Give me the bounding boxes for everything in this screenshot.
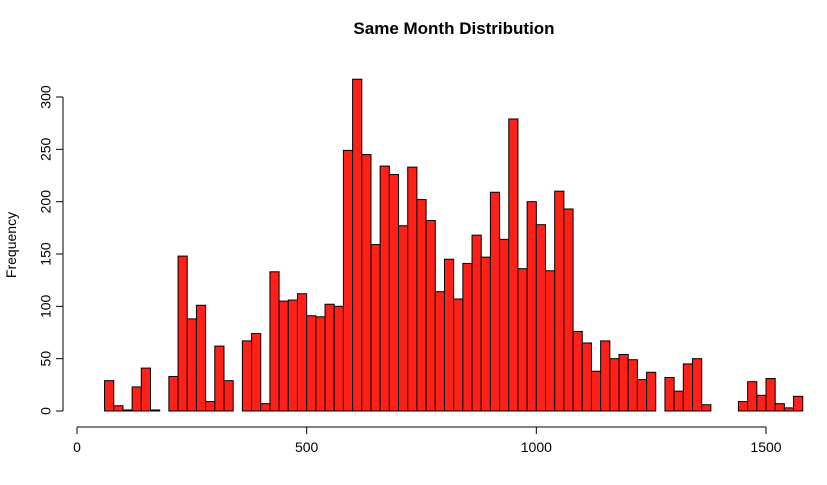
histogram-bar [149,409,161,412]
histogram-bar [398,225,409,412]
histogram-bar [342,149,354,412]
histogram-bar [471,234,482,412]
histogram-bar [526,201,537,412]
histogram-bar [186,318,197,412]
x-tick-label: 500 [295,439,319,455]
histogram-bar [443,258,455,412]
histogram-bar [241,340,253,412]
y-axis-label: Frequency [3,212,19,278]
y-tick-label: 100 [38,294,54,318]
histogram-bar [260,403,271,412]
histogram-bar [572,330,583,412]
histogram-bar [554,190,565,412]
histogram-bar [600,340,611,412]
histogram-bar [306,315,317,412]
histogram-bar [783,407,795,412]
histogram-bar [664,377,675,412]
histogram-bar [168,375,179,412]
histogram-bar [113,405,124,412]
histogram-bar [205,401,216,412]
histogram-bar [425,220,436,412]
histogram-bar [627,359,638,412]
histogram-bar [453,298,464,412]
histogram-bar [609,358,620,412]
y-tick-label: 300 [38,85,54,109]
histogram-bar [214,345,225,412]
y-tick-label: 150 [38,242,54,266]
histogram-bar [737,401,749,412]
histogram-bar [315,316,326,412]
histogram-bar [756,394,767,412]
histogram-bar [747,381,758,412]
histogram-bar [692,358,703,412]
histogram-bar [581,342,592,412]
histogram-bar [545,270,556,412]
histogram-bar [508,118,519,412]
histogram-bar [223,380,234,412]
x-tick-label: 1500 [750,439,781,455]
histogram-bar [140,367,151,412]
bars-group [104,78,804,412]
histogram-bar [774,403,785,412]
histogram-bar [388,173,400,412]
histogram-bar [646,371,657,412]
histogram-bar [269,271,280,412]
histogram-bar [499,238,510,412]
histogram-bar [379,165,390,412]
x-tick-label: 1000 [521,439,552,455]
y-tick-label: 250 [38,137,54,161]
histogram-bar [701,404,712,412]
x-axis: 0 500 1000 1500 [73,426,782,455]
y-tick-label: 0 [38,407,54,415]
y-axis: 0 50 100 150 200 250 300 [38,85,64,415]
histogram-bar [177,255,188,412]
histogram-bar [352,78,363,412]
histogram-bar [590,370,602,412]
histogram-bar [122,409,133,412]
histogram-bar [251,333,262,412]
histogram-bar [287,299,298,412]
histogram-bar [324,303,335,412]
chart-title: Same Month Distribution [353,19,554,38]
histogram-bar [370,244,381,412]
x-tick-label: 0 [73,439,81,455]
histogram-bar [296,293,308,412]
histogram-bar [407,166,418,412]
histogram-bar [673,390,684,412]
histogram-bar [104,380,115,412]
histogram-bar [765,378,776,412]
y-tick-label: 50 [38,351,54,367]
histogram-bar [618,353,629,412]
histogram-bar [682,363,694,412]
histogram-bar [480,256,491,412]
histogram-bar [462,262,473,412]
y-tick-label: 200 [38,190,54,214]
histogram-bar [517,268,528,412]
histogram-bar [195,304,207,412]
histogram-bar [434,291,445,412]
histogram-bar [636,379,648,412]
histogram-bar [489,191,501,412]
histogram-bar [416,199,427,412]
histogram-bar [793,395,804,412]
histogram-bar [333,305,344,412]
histogram-bar [535,224,547,412]
histogram-bar [361,154,372,412]
histogram-bar [278,300,289,412]
histogram-bar [563,208,574,412]
histogram-bar [131,386,142,412]
